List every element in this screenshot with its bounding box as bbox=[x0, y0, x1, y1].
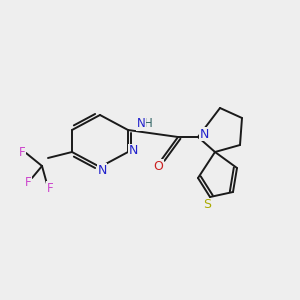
Text: F: F bbox=[25, 176, 31, 188]
Text: N: N bbox=[136, 117, 146, 130]
Text: O: O bbox=[153, 160, 163, 172]
Text: S: S bbox=[203, 199, 211, 212]
Text: H: H bbox=[144, 117, 152, 130]
Text: N: N bbox=[97, 164, 107, 176]
Text: N: N bbox=[128, 145, 138, 158]
Text: F: F bbox=[19, 146, 25, 158]
Text: F: F bbox=[47, 182, 53, 194]
Text: N: N bbox=[199, 128, 209, 140]
